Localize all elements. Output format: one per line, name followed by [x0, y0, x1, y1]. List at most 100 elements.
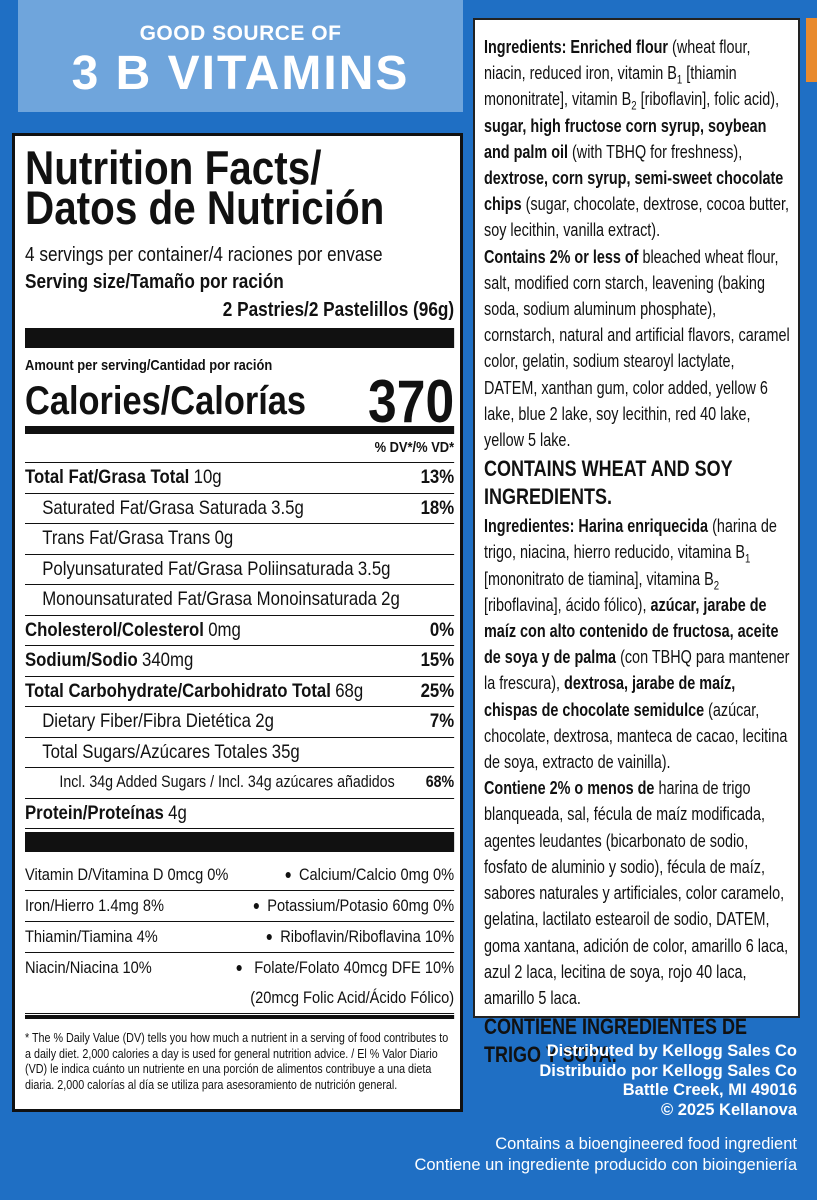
ingredient-paragraph: Contains 2% or less of bleached wheat fl… — [484, 244, 791, 454]
vitamin-rows: Vitamin D/Vitamina D 0mcg 0% Calcium/Calc… — [25, 852, 455, 1014]
calories-value: 370 — [368, 367, 455, 435]
allergen-statement: CONTAINS WHEAT AND SOY INGREDIENTS. — [484, 456, 733, 510]
nutrient-label: Trans Fat/Grasa Trans — [42, 527, 211, 549]
subscript: 1 — [744, 552, 751, 567]
vitamin-right: Riboflavin/Riboflavina 10% — [280, 922, 454, 952]
distributor-line: Battle Creek, MI 49016 — [622, 1081, 797, 1099]
vitamin-left: Vitamin D/Vitamina D 0mcg 0% — [25, 865, 229, 884]
nutrient-label: Cholesterol/Colesterol — [25, 618, 204, 641]
ingredient-text: (sugar, chocolate, dextrose, cocoa butte… — [484, 194, 789, 241]
calories-label: Calories/Calorías — [25, 378, 307, 423]
serving-size-value: 2 Pastries/2 Pastelillos (96g) — [222, 299, 455, 321]
vitamin-right: Calcium/Calcio 0mg 0% — [299, 860, 454, 890]
ingredient-bold: sugar, high fructose corn syrup, soybean… — [484, 115, 767, 162]
daily-value: 0% — [429, 618, 455, 641]
ingredients-content: Ingredients: Enriched flour (wheat flour… — [484, 34, 791, 1071]
thick-rule — [25, 328, 455, 348]
ingredient-bold: Contains 2% or less of — [484, 246, 639, 267]
vitamin-note: (20mcg Folic Acid/Ácido Fólico) — [250, 988, 455, 1007]
nutrient-row: Sodium/Sodio 340mg 15% — [25, 646, 455, 677]
edge-stripe — [806, 18, 817, 82]
ingredient-paragraph: Contiene 2% o menos de harina de trigo b… — [484, 775, 791, 1011]
calories-row: Calories/Calorías 370 — [25, 368, 454, 435]
footnote: * The % Daily Value (DV) tells you how m… — [25, 1031, 449, 1092]
vitamin-right: Folate/Folato 40mcg DFE 10% (20mcg Folic … — [250, 953, 454, 1013]
vitamin-row: Niacin/Niacina 10% Folate/Folato 40mcg DF… — [25, 953, 455, 1014]
ingredient-text: [mononitrato de tiamina], vitamina B — [484, 568, 714, 589]
nutrient-row: Cholesterol/Colesterol 0mg 0% — [25, 616, 455, 646]
bullet — [285, 872, 291, 878]
servings: 4 servings per container/4 raciones por … — [25, 244, 383, 266]
nutrient-row: Trans Fat/Grasa Trans 0g — [25, 524, 455, 555]
ingredient-text: harina de trigo blanqueada, sal, fécula … — [484, 778, 789, 1008]
daily-value: 18% — [420, 496, 455, 519]
nutrient-row: Saturated Fat/Grasa Saturada 3.5g 18% — [25, 494, 455, 524]
ingredient-text: [riboflavin], folic acid), — [636, 89, 780, 110]
allergen-statement: CONTIENE INGREDIENTES DE TRIGO Y SOYA. — [484, 1014, 748, 1068]
nutrient-amount: 2g — [381, 588, 400, 610]
bioengineered-line: Contiene un ingrediente producido con bi… — [414, 1156, 797, 1174]
ingredient-paragraph: Ingredientes: Harina enriquecida (harina… — [484, 513, 791, 775]
nutrient-amount: 340mg — [142, 649, 194, 671]
ingredient-text: (wheat flour, niacin, reduced iron, vita… — [484, 37, 751, 84]
ingredient-bold: dextrosa, jarabe de maíz, chispas de cho… — [484, 673, 736, 720]
daily-value: 68% — [425, 773, 455, 791]
nutrient-row: Total Fat/Grasa Total 10g 13% — [25, 463, 455, 494]
nutrient-amount: 10g — [193, 466, 222, 488]
nutrient-label: Dietary Fiber/Fibra Dietética — [42, 710, 251, 732]
amount-per-serving: Amount per serving/Cantidad por ración — [25, 357, 273, 374]
serving-size-label: Serving size/Tamaño por ración — [25, 271, 284, 293]
vitamin-text: Folate/Folato 40mcg DFE 10% — [254, 958, 455, 977]
vitamin-row: Thiamin/Tiamina 4% Riboflavin/Riboflavina… — [25, 922, 455, 953]
ingredient-bold: Contiene 2% o menos de — [484, 778, 655, 799]
nutrient-label: Protein/Proteínas — [25, 801, 164, 824]
vitamin-text: Calcium/Calcio 0mg 0% — [298, 865, 455, 884]
nutrient-amount: 35g — [271, 740, 300, 763]
medium-rule — [25, 426, 455, 434]
nutrient-amount: 2g — [255, 710, 274, 732]
ingredient-text: (con TBHQ para mantener la frescura), — [484, 647, 790, 694]
nutrition-panel: Nutrition Facts/Datos de Nutrición 4 ser… — [12, 133, 463, 1112]
daily-value: 7% — [429, 710, 455, 732]
nutrient-label: Incl. 34g Added Sugars / Incl. 34g azúca… — [59, 773, 395, 791]
ingredient-text: (with TBHQ for freshness), — [568, 141, 743, 162]
nutrient-row: Incl. 34g Added Sugars / Incl. 34g azúca… — [25, 768, 455, 799]
nutrient-row: Total Sugars/Azúcares Totales 35g — [25, 738, 455, 768]
ingredient-text: bleached wheat flour, salt, modified cor… — [484, 246, 790, 451]
nutrient-amount — [395, 768, 426, 798]
vitamin-right: Potassium/Potasio 60mg 0% — [267, 891, 454, 921]
ingredient-bold: dextrose, corn syrup, semi-sweet chocola… — [484, 168, 784, 215]
ingredient-text: (azúcar, chocolate, dextrosa, manteca de… — [484, 699, 788, 773]
dv-header: % DV*/% VD* — [25, 434, 455, 463]
bullet — [253, 903, 259, 909]
nutrient-label: Total Carbohydrate/Carbohidrato Total — [25, 679, 331, 702]
nutrient-label: Saturated Fat/Grasa Saturada — [42, 496, 267, 519]
nutrient-row: Dietary Fiber/Fibra Dietética 2g 7% — [25, 707, 455, 738]
nutrient-label: Total Sugars/Azúcares Totales — [42, 740, 268, 763]
vitamin-banner: GOOD SOURCE OF 3 B VITAMINS — [18, 0, 463, 112]
ingredient-text: [thiamin mononitrate], vitamin B — [484, 63, 737, 110]
nutrient-label: Monounsaturated Fat/Grasa Monoinsaturada — [42, 588, 377, 610]
nutrient-row: Polyunsaturated Fat/Grasa Poliinsaturada… — [25, 555, 455, 585]
nutrient-amount: 3.5g — [357, 557, 391, 580]
nutrient-label: Polyunsaturated Fat/Grasa Poliinsaturada — [42, 557, 354, 580]
ingredient-text: (harina de trigo, niacina, hierro reduci… — [484, 516, 777, 563]
nutrient-row: Protein/Proteínas 4g — [25, 799, 455, 829]
nutrient-row: Monounsaturated Fat/Grasa Monoinsaturada… — [25, 585, 455, 616]
bioengineered-notice: Contains a bioengineered food ingredient… — [414, 1134, 797, 1176]
nutrient-label: Sodium/Sodio — [25, 649, 138, 671]
ingredients-panel: Ingredients: Enriched flour (wheat flour… — [473, 18, 800, 1067]
bioengineered-line: Contains a bioengineered food ingredient — [495, 1135, 797, 1153]
rule — [25, 1015, 455, 1019]
vitamin-left: Thiamin/Tiamina 4% — [25, 927, 158, 946]
daily-value: 25% — [420, 679, 455, 702]
vitamin-text: Potassium/Potasio 60mg 0% — [267, 896, 455, 915]
ingredient-bold: Ingredients: Enriched flour — [484, 37, 669, 57]
banner-line: GOOD SOURCE OF — [139, 22, 342, 45]
distributor: Distributed by Kellogg Sales Co Distribui… — [539, 1042, 797, 1120]
nutrient-amount: 0g — [214, 527, 234, 549]
panel-title: Nutrition Facts/Datos de Nutrición — [25, 144, 454, 231]
ingredient-bold: Ingredientes: Harina enriquecida — [484, 516, 709, 537]
